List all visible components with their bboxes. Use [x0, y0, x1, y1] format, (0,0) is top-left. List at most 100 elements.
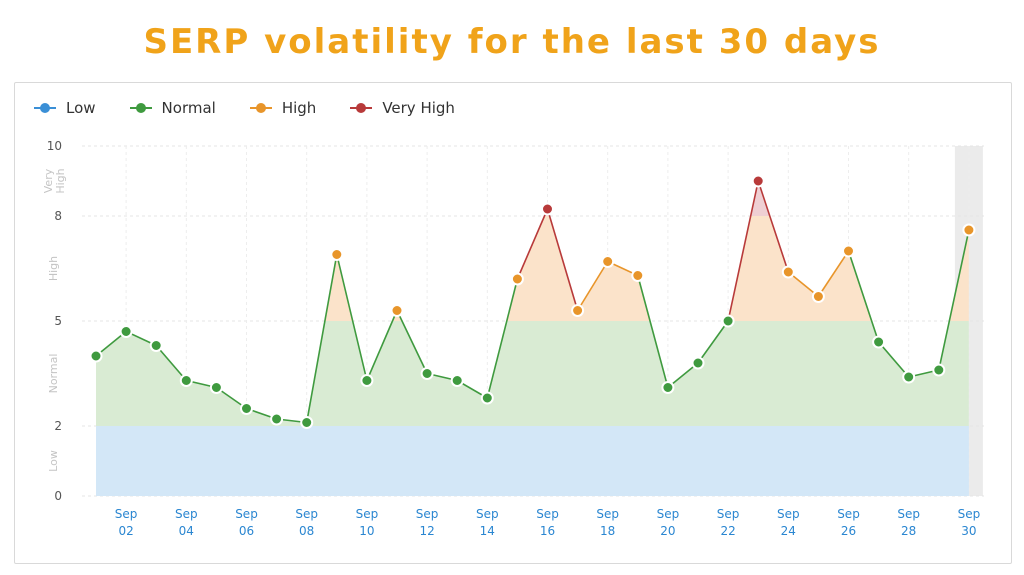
series-line-segment — [697, 320, 729, 364]
data-point-sep-24[interactable] — [781, 265, 795, 279]
data-point-sep-06[interactable] — [240, 402, 253, 415]
band-fill-high — [96, 216, 969, 321]
y-band-label: High — [47, 256, 60, 281]
data-point-sep-17[interactable] — [571, 304, 585, 317]
x-tick-label-day: 02 — [118, 524, 133, 538]
data-point-sep-03[interactable] — [149, 339, 163, 352]
series-line-segment — [727, 180, 759, 322]
x-tick-label-month: Sep — [777, 507, 800, 521]
legend-marker-icon — [34, 102, 56, 114]
series-line-segment — [847, 250, 880, 343]
data-point-sep-11[interactable] — [390, 304, 404, 317]
legend-item-normal[interactable]: Normal — [129, 99, 216, 117]
series-line-segment — [576, 261, 609, 311]
series-line-segment — [817, 250, 850, 297]
data-point-sep-25[interactable] — [811, 290, 825, 303]
x-tick-label-month: Sep — [356, 507, 379, 521]
y-tick-label: 5 — [54, 314, 62, 328]
data-point-sep-14[interactable] — [480, 391, 494, 405]
series-line-segment — [155, 344, 187, 382]
legend-label: Very High — [382, 99, 455, 117]
legend-marker-icon — [129, 102, 152, 114]
legend-item-high[interactable]: High — [249, 99, 317, 117]
data-point-sep-12[interactable] — [420, 367, 434, 380]
x-tick-label-month: Sep — [717, 507, 740, 521]
x-tick-label-month: Sep — [476, 507, 499, 521]
legend-marker-icon — [350, 102, 373, 114]
series-line-segment — [336, 254, 368, 381]
x-tick-label-month: Sep — [657, 507, 680, 521]
x-tick-label-day: 20 — [660, 524, 675, 538]
data-point-sep-27[interactable] — [872, 335, 886, 349]
series-line-segment — [305, 254, 338, 423]
x-tick-label-day: 10 — [359, 524, 374, 538]
data-point-sep-07[interactable] — [270, 412, 284, 426]
x-tick-label-day: 18 — [600, 524, 615, 538]
y-band-label: VeryHigh — [42, 168, 67, 193]
x-tick-label-day: 30 — [961, 524, 976, 538]
data-point-sep-26[interactable] — [842, 244, 855, 258]
x-tick-label-day: 12 — [419, 524, 434, 538]
data-point-sep-05[interactable] — [209, 381, 223, 394]
series-line-segment — [516, 208, 549, 280]
data-point-sep-20[interactable] — [661, 381, 675, 394]
data-point-sep-18[interactable] — [601, 255, 615, 268]
band-fill-low — [96, 426, 969, 496]
y-tick-label: 10 — [47, 139, 62, 153]
x-tick-label-month: Sep — [837, 507, 860, 521]
page-title: SERP volatility for the last 30 days — [143, 22, 881, 62]
legend-label: High — [281, 99, 317, 117]
x-tick-label-month: Sep — [536, 507, 559, 521]
data-point-sep-04[interactable] — [179, 374, 193, 387]
data-point-sep-16[interactable] — [541, 202, 554, 216]
data-point-sep-23[interactable] — [751, 174, 765, 188]
x-tick-label-month: Sep — [175, 507, 198, 521]
data-point-sep-13[interactable] — [450, 374, 464, 387]
x-tick-label-month: Sep — [596, 507, 619, 521]
legend-item-low[interactable]: Low — [34, 99, 96, 117]
legend-item-very-high[interactable]: Very High — [350, 99, 455, 117]
legend-marker-icon — [249, 102, 272, 114]
x-tick-label-day: 06 — [239, 524, 254, 538]
y-tick-label: 0 — [54, 489, 62, 503]
y-tick-label: 8 — [54, 209, 62, 223]
data-point-sep-10[interactable] — [360, 374, 374, 387]
data-point-sep-30[interactable] — [962, 223, 976, 237]
x-tick-label-day: 24 — [781, 524, 796, 538]
data-point-sep-02[interactable] — [119, 325, 133, 338]
series-line-segment — [637, 275, 669, 388]
x-tick-label-day: 22 — [720, 524, 735, 538]
x-tick-label-month: Sep — [235, 507, 258, 521]
band-fill-very-high — [96, 181, 969, 216]
data-point-sep-01[interactable] — [89, 349, 103, 363]
x-tick-label-day: 14 — [480, 524, 495, 538]
y-band-label: Normal — [47, 354, 60, 394]
data-point-sep-08[interactable] — [300, 416, 314, 429]
data-point-sep-22[interactable] — [721, 314, 735, 328]
band-fill-normal — [96, 321, 969, 426]
data-point-sep-28[interactable] — [902, 370, 916, 384]
series-line-segment — [877, 341, 910, 378]
x-tick-label-month: Sep — [416, 507, 439, 521]
y-tick-label: 2 — [54, 419, 62, 433]
data-point-sep-15[interactable] — [510, 272, 524, 286]
series-line-segment — [396, 310, 428, 374]
data-point-sep-29[interactable] — [932, 363, 946, 377]
data-point-sep-09[interactable] — [330, 248, 344, 261]
x-tick-label-month: Sep — [958, 507, 981, 521]
x-tick-label-month: Sep — [295, 507, 318, 521]
series-line-segment — [757, 180, 790, 273]
series-line-segment — [486, 278, 519, 399]
x-tick-label-day: 26 — [841, 524, 856, 538]
series-line-segment — [366, 310, 398, 381]
series-line-segment — [546, 208, 579, 311]
data-point-sep-21[interactable] — [691, 356, 705, 370]
series-line-segment — [938, 229, 970, 371]
x-tick-label-day: 04 — [179, 524, 194, 538]
legend-label: Low — [66, 99, 96, 117]
data-point-sep-19[interactable] — [631, 269, 645, 282]
x-tick-label-month: Sep — [897, 507, 920, 521]
x-tick-label-day: 08 — [299, 524, 314, 538]
legend-label: Normal — [161, 99, 216, 117]
